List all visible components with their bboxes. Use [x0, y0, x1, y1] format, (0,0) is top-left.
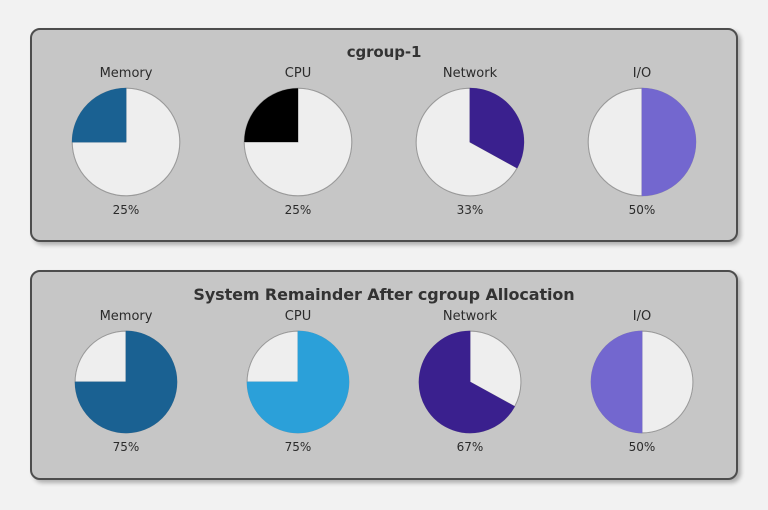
pie-graphic	[70, 86, 182, 198]
pie-chart-value: 50%	[628, 440, 656, 455]
charts-row: Memory 25% CPU 25% Network 33% I/O 50%	[40, 65, 728, 231]
pie-value-slice	[590, 331, 643, 434]
pie-chart-label: CPU	[284, 309, 312, 325]
pie-graphic	[73, 329, 179, 435]
pie-chart-label: Network	[442, 65, 498, 81]
pie-chart-value: 25%	[284, 202, 312, 217]
pie-svg	[590, 330, 694, 434]
pie-value-slice	[469, 87, 525, 169]
pie-chart-label: I/O	[632, 65, 652, 81]
pie-svg	[246, 330, 350, 434]
pie-svg	[587, 87, 697, 197]
pie-chart-memory[interactable]: Memory 25%	[41, 65, 211, 217]
pie-chart-label: Memory	[99, 309, 153, 325]
pie-chart-label: Memory	[99, 65, 153, 81]
pie-graphic	[586, 86, 698, 198]
pie-remainder-slice	[469, 330, 522, 408]
pie-value-slice	[641, 87, 697, 196]
pie-chart-value: 75%	[284, 440, 312, 455]
pie-chart-value: 50%	[628, 202, 656, 217]
pie-chart-value: 33%	[456, 202, 484, 217]
pie-chart-value: 67%	[456, 440, 484, 455]
pie-graphic	[242, 86, 354, 198]
pie-chart-cpu[interactable]: CPU 75%	[213, 309, 383, 455]
pie-remainder-slice	[587, 87, 643, 197]
charts-row: Memory 75% CPU 75% Network 67% I/O 50%	[40, 309, 728, 468]
pie-chart-io[interactable]: I/O 50%	[557, 309, 727, 455]
pie-graphic	[417, 329, 523, 435]
pie-graphic	[589, 329, 695, 435]
panel-cgroup-1: cgroup-1 Memory 25% CPU 25% Network 33% …	[30, 28, 738, 243]
pie-value-slice	[246, 331, 350, 434]
pie-remainder-slice	[74, 330, 127, 383]
pie-svg	[74, 330, 178, 434]
pie-value-slice	[418, 331, 515, 434]
pie-chart-value: 25%	[112, 202, 140, 217]
pie-remainder-slice	[246, 330, 299, 383]
pie-chart-label: CPU	[284, 65, 312, 81]
panel-system-remainder: System Remainder After cgroup Allocation…	[30, 270, 738, 480]
pie-chart-label: Network	[442, 309, 498, 325]
pie-chart-label: I/O	[632, 309, 652, 325]
pie-chart-network[interactable]: Network 67%	[385, 309, 555, 455]
pie-value-slice	[71, 87, 127, 143]
pie-value-slice	[74, 331, 178, 434]
panel-title: System Remainder After cgroup Allocation	[193, 285, 575, 305]
pie-graphic	[414, 86, 526, 198]
pie-value-slice	[244, 88, 298, 142]
pie-chart-value: 75%	[112, 440, 140, 455]
pie-chart-memory[interactable]: Memory 75%	[41, 309, 211, 455]
pie-chart-network[interactable]: Network 33%	[385, 65, 555, 217]
pie-chart-cpu[interactable]: CPU 25%	[213, 65, 383, 217]
pie-graphic	[245, 329, 351, 435]
pie-remainder-slice	[415, 87, 518, 197]
pie-chart-io[interactable]: I/O 50%	[557, 65, 727, 217]
pie-remainder-slice	[641, 330, 694, 434]
pie-svg	[71, 87, 181, 197]
panel-title: cgroup-1	[346, 43, 422, 61]
pie-svg	[415, 87, 525, 197]
pie-svg	[418, 330, 522, 434]
pie-svg	[243, 87, 353, 197]
